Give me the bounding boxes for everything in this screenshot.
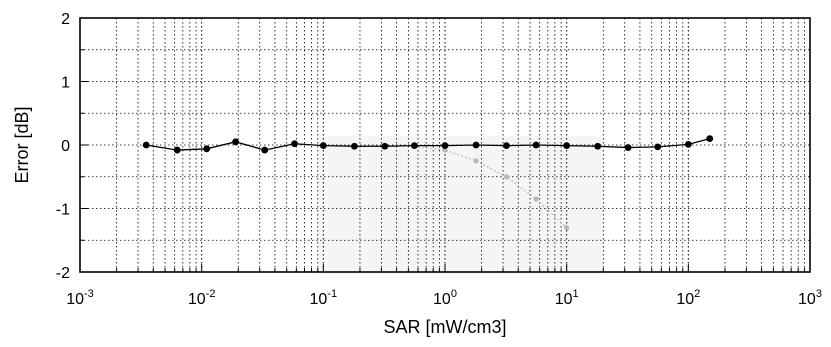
series-line (146, 138, 710, 151)
data-point (232, 138, 239, 146)
data-point (533, 196, 539, 202)
x-tick-base: 10 (66, 291, 84, 308)
y-tick-label: 0 (61, 138, 70, 155)
data-point (442, 147, 448, 153)
data-point (594, 142, 602, 150)
y-tick-label: 2 (61, 11, 70, 28)
data-point (410, 142, 418, 150)
x-tick-base: 10 (798, 291, 816, 308)
data-point (203, 145, 211, 153)
data-point (563, 142, 571, 150)
y-tick-label: -2 (56, 265, 70, 282)
x-tick-exponent: 1 (573, 288, 579, 300)
series-layer (142, 135, 714, 231)
data-point (319, 142, 327, 150)
x-tick-exponent: -2 (206, 288, 216, 300)
data-point (142, 141, 150, 149)
x-tick-exponent: -1 (327, 288, 337, 300)
x-tick-exponent: -3 (84, 288, 94, 300)
y-tick-label: 1 (61, 75, 70, 92)
tick-layer: 210-1-210-3 10-2 10-1 100 101 102 103 (56, 11, 822, 308)
x-tick-label: 100 (433, 288, 457, 308)
x-tick-base: 10 (676, 291, 694, 308)
x-tick-exponent: 2 (694, 288, 700, 300)
data-point (473, 158, 479, 164)
data-point (706, 135, 714, 143)
y-tick-label: -1 (56, 202, 70, 219)
x-tick-label: 10-1 (310, 288, 338, 308)
data-point (532, 141, 540, 149)
x-tick-label: 10-2 (188, 288, 216, 308)
data-point (261, 146, 269, 154)
data-point (503, 142, 510, 150)
x-tick-base: 10 (310, 291, 328, 308)
data-point (624, 144, 632, 151)
x-tick-label: 102 (676, 288, 700, 308)
data-point (173, 146, 181, 154)
overlay-artifact (318, 136, 603, 274)
x-tick-label: 101 (555, 288, 579, 308)
y-axis-label: Error [dB] (12, 106, 32, 183)
x-tick-exponent: 0 (451, 288, 457, 300)
data-point (654, 143, 662, 151)
data-point (472, 141, 480, 149)
x-tick-label: 103 (798, 288, 822, 308)
x-tick-base: 10 (433, 291, 451, 308)
data-point (684, 140, 692, 148)
data-point (291, 140, 298, 148)
x-tick-base: 10 (555, 291, 573, 308)
x-tick-exponent: 3 (816, 288, 822, 300)
data-point (350, 142, 358, 150)
data-point (564, 224, 570, 231)
data-point (441, 142, 449, 150)
x-axis-label: SAR [mW/cm3] (383, 317, 506, 337)
x-tick-label: 10-3 (66, 288, 94, 308)
series-line (414, 145, 568, 228)
x-tick-base: 10 (188, 291, 206, 308)
data-point (503, 174, 510, 180)
data-point (381, 142, 389, 150)
